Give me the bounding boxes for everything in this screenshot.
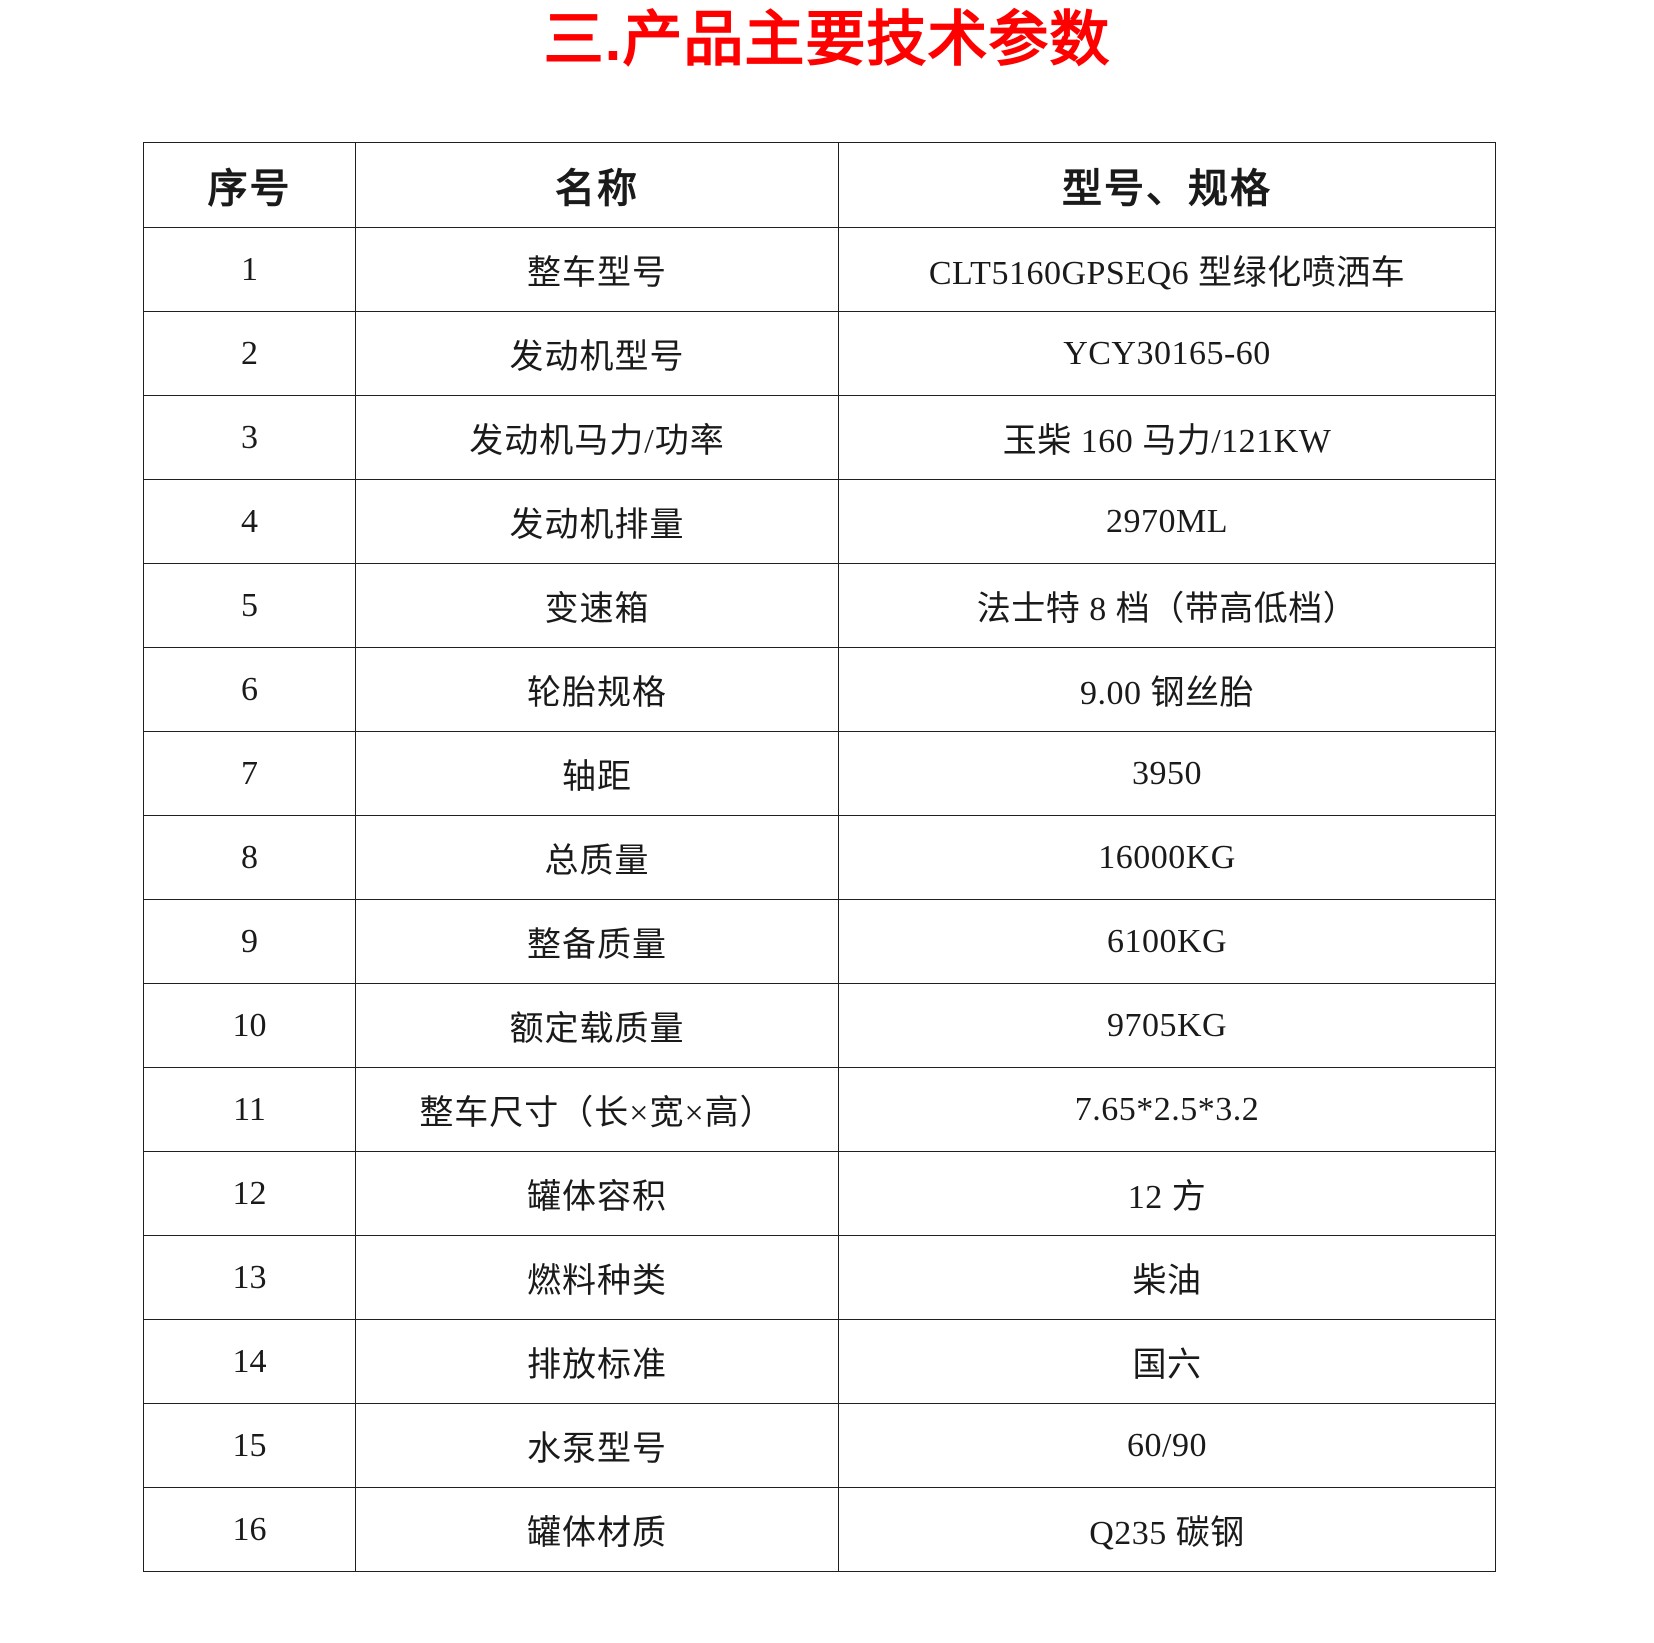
table-row: 4 发动机排量 2970ML — [143, 479, 1496, 564]
cell-index: 11 — [143, 1067, 356, 1152]
column-header-spec: 型号、规格 — [838, 142, 1496, 228]
cell-index: 6 — [143, 647, 356, 732]
table-row: 11 整车尺寸（长×宽×高） 7.65*2.5*3.2 — [143, 1067, 1496, 1152]
column-header-name: 名称 — [355, 142, 839, 228]
cell-index: 9 — [143, 899, 356, 984]
cell-parameter-value: 国六 — [838, 1319, 1496, 1404]
cell-parameter-name: 罐体材质 — [355, 1487, 839, 1572]
cell-index: 4 — [143, 479, 356, 564]
table-row: 6 轮胎规格 9.00 钢丝胎 — [143, 647, 1496, 732]
cell-parameter-value: 6100KG — [838, 899, 1496, 984]
table-header: 序号 名称 型号、规格 — [143, 142, 1496, 228]
table-row: 5 变速箱 法士特 8 档（带高低档） — [143, 563, 1496, 648]
cell-index: 1 — [143, 227, 356, 312]
table-row: 9 整备质量 6100KG — [143, 899, 1496, 984]
page-title: 三.产品主要技术参数 — [543, 6, 1111, 73]
cell-parameter-name: 轮胎规格 — [355, 647, 839, 732]
cell-parameter-name: 轴距 — [355, 731, 839, 816]
table-row: 14 排放标准 国六 — [143, 1319, 1496, 1404]
cell-parameter-value: Q235 碳钢 — [838, 1487, 1496, 1572]
table-row: 8 总质量 16000KG — [143, 815, 1496, 900]
cell-parameter-name: 燃料种类 — [355, 1235, 839, 1320]
table-row: 7 轴距 3950 — [143, 731, 1496, 816]
cell-parameter-value: YCY30165-60 — [838, 311, 1496, 396]
table-row: 1 整车型号 CLT5160GPSEQ6 型绿化喷洒车 — [143, 227, 1496, 312]
cell-index: 10 — [143, 983, 356, 1068]
cell-parameter-name: 罐体容积 — [355, 1151, 839, 1236]
cell-parameter-name: 水泵型号 — [355, 1403, 839, 1488]
cell-parameter-value: 60/90 — [838, 1403, 1496, 1488]
cell-parameter-name: 排放标准 — [355, 1319, 839, 1404]
table-row: 16 罐体材质 Q235 碳钢 — [143, 1487, 1496, 1572]
cell-parameter-name: 变速箱 — [355, 563, 839, 648]
cell-index: 15 — [143, 1403, 356, 1488]
table-row: 3 发动机马力/功率 玉柴 160 马力/121KW — [143, 395, 1496, 480]
cell-parameter-name: 发动机型号 — [355, 311, 839, 396]
cell-index: 7 — [143, 731, 356, 816]
cell-parameter-value: 2970ML — [838, 479, 1496, 564]
column-header-index: 序号 — [143, 142, 356, 228]
cell-parameter-name: 整车型号 — [355, 227, 839, 312]
cell-parameter-name: 发动机马力/功率 — [355, 395, 839, 480]
cell-parameter-value: 9.00 钢丝胎 — [838, 647, 1496, 732]
table-row: 10 额定载质量 9705KG — [143, 983, 1496, 1068]
cell-parameter-value: 7.65*2.5*3.2 — [838, 1067, 1496, 1152]
cell-index: 5 — [143, 563, 356, 648]
cell-parameter-value: 3950 — [838, 731, 1496, 816]
cell-parameter-value: 9705KG — [838, 983, 1496, 1068]
cell-index: 16 — [143, 1487, 356, 1572]
cell-parameter-value: 16000KG — [838, 815, 1496, 900]
cell-parameter-name: 额定载质量 — [355, 983, 839, 1068]
table-body: 1 整车型号 CLT5160GPSEQ6 型绿化喷洒车 2 发动机型号 YCY30165-… — [143, 227, 1496, 1572]
cell-index: 13 — [143, 1235, 356, 1320]
cell-parameter-value: CLT5160GPSEQ6 型绿化喷洒车 — [838, 227, 1496, 312]
cell-parameter-name: 整备质量 — [355, 899, 839, 984]
table-row: 15 水泵型号 60/90 — [143, 1403, 1496, 1488]
table-header-row: 序号 名称 型号、规格 — [143, 142, 1496, 228]
table-row: 2 发动机型号 YCY30165-60 — [143, 311, 1496, 396]
cell-parameter-value: 玉柴 160 马力/121KW — [838, 395, 1496, 480]
cell-parameter-value: 法士特 8 档（带高低档） — [838, 563, 1496, 648]
cell-index: 8 — [143, 815, 356, 900]
cell-index: 14 — [143, 1319, 356, 1404]
technical-parameters-table: 序号 名称 型号、规格 1 整车型号 CLT5160GPSEQ6 型绿化喷洒车 2 发动… — [143, 142, 1496, 1572]
cell-parameter-name: 总质量 — [355, 815, 839, 900]
cell-parameter-value: 柴油 — [838, 1235, 1496, 1320]
cell-index: 12 — [143, 1151, 356, 1236]
cell-parameter-name: 整车尺寸（长×宽×高） — [355, 1067, 839, 1152]
cell-index: 2 — [143, 311, 356, 396]
cell-index: 3 — [143, 395, 356, 480]
cell-parameter-value: 12 方 — [838, 1151, 1496, 1236]
cell-parameter-name: 发动机排量 — [355, 479, 839, 564]
table-row: 12 罐体容积 12 方 — [143, 1151, 1496, 1236]
table-row: 13 燃料种类 柴油 — [143, 1235, 1496, 1320]
